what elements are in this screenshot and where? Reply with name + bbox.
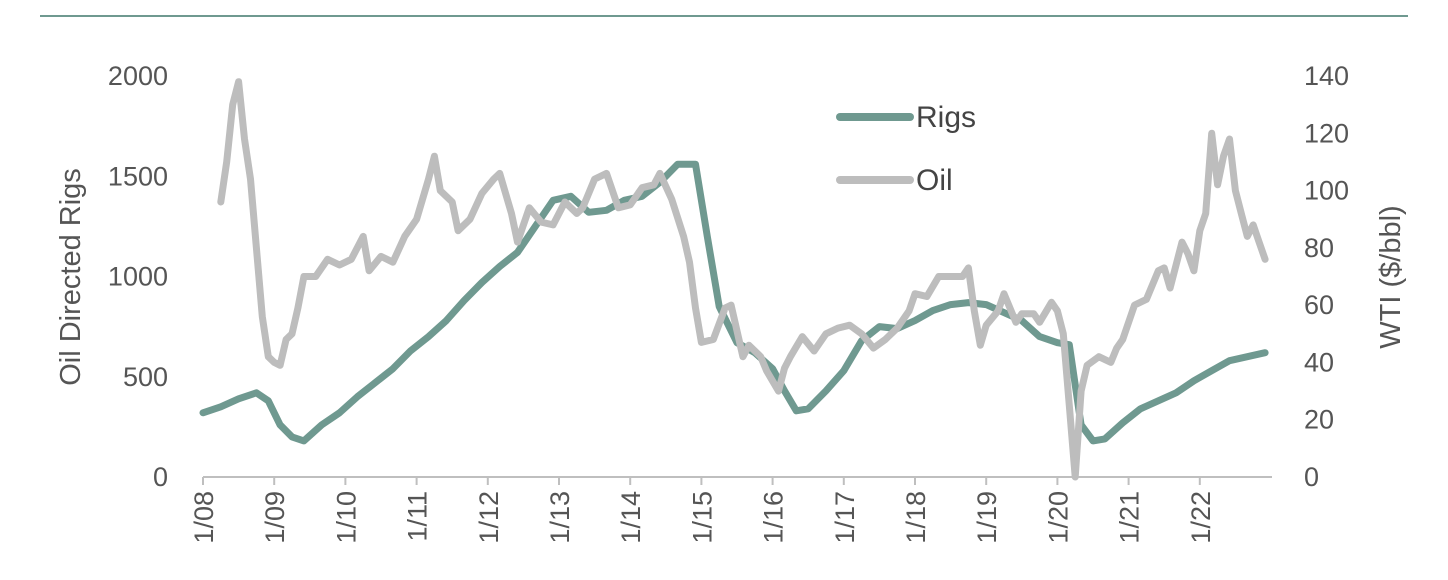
x-tick-label: 1/22 — [1186, 491, 1216, 544]
series-group — [199, 78, 1269, 481]
x-tick-label: 1/21 — [1115, 491, 1145, 544]
y-right-tick-label: 80 — [1304, 233, 1334, 263]
y-left-tick-label: 1500 — [108, 161, 168, 191]
y-right-tick-label: 40 — [1304, 347, 1334, 377]
y-left-tick-label: 500 — [123, 362, 168, 392]
y-left-tick-label: 1000 — [108, 262, 168, 292]
x-tick-label: 1/14 — [616, 491, 646, 544]
series-line-rigs — [199, 160, 1269, 445]
x-tick-label: 1/16 — [759, 491, 789, 544]
x-tick-label: 1/20 — [1043, 491, 1073, 544]
legend-label-oil: Oil — [916, 164, 953, 197]
y-right-tick-label: 120 — [1304, 118, 1349, 148]
y-right-tick-label: 140 — [1304, 61, 1349, 91]
x-tick-label: 1/11 — [403, 491, 433, 542]
axes-group: 1/08 1/09 1/10 1/11 1/12 1/13 1/14 1/15 1/16 1/17… — [108, 61, 1349, 544]
x-tick-label: 1/09 — [260, 491, 290, 544]
y-right-tick-label: 20 — [1304, 405, 1334, 435]
y-axis-right-title: WTI ($/bbl) — [1375, 205, 1407, 348]
y-right-tick-label: 0 — [1304, 462, 1319, 492]
y-left-tick-label: 2000 — [108, 61, 168, 91]
x-tick-label: 1/08 — [189, 491, 219, 544]
x-tick-label: 1/10 — [331, 491, 361, 544]
x-tick-label: 1/17 — [830, 491, 860, 544]
series-line-oil — [217, 78, 1269, 481]
legend-label-rigs: Rigs — [916, 101, 976, 134]
x-tick-label: 1/12 — [474, 491, 504, 544]
y-right-tick-label: 100 — [1304, 176, 1349, 206]
y-left-tick-label: 0 — [153, 462, 168, 492]
x-tick-label: 1/15 — [687, 491, 717, 544]
legend: Rigs Oil — [836, 101, 976, 197]
x-tick-label: 1/13 — [545, 491, 575, 544]
x-tick-label: 1/18 — [901, 491, 931, 544]
x-tick-label: 1/19 — [972, 491, 1002, 544]
y-axis-left-title: Oil Directed Rigs — [55, 168, 87, 386]
y-right-tick-label: 60 — [1304, 290, 1334, 320]
